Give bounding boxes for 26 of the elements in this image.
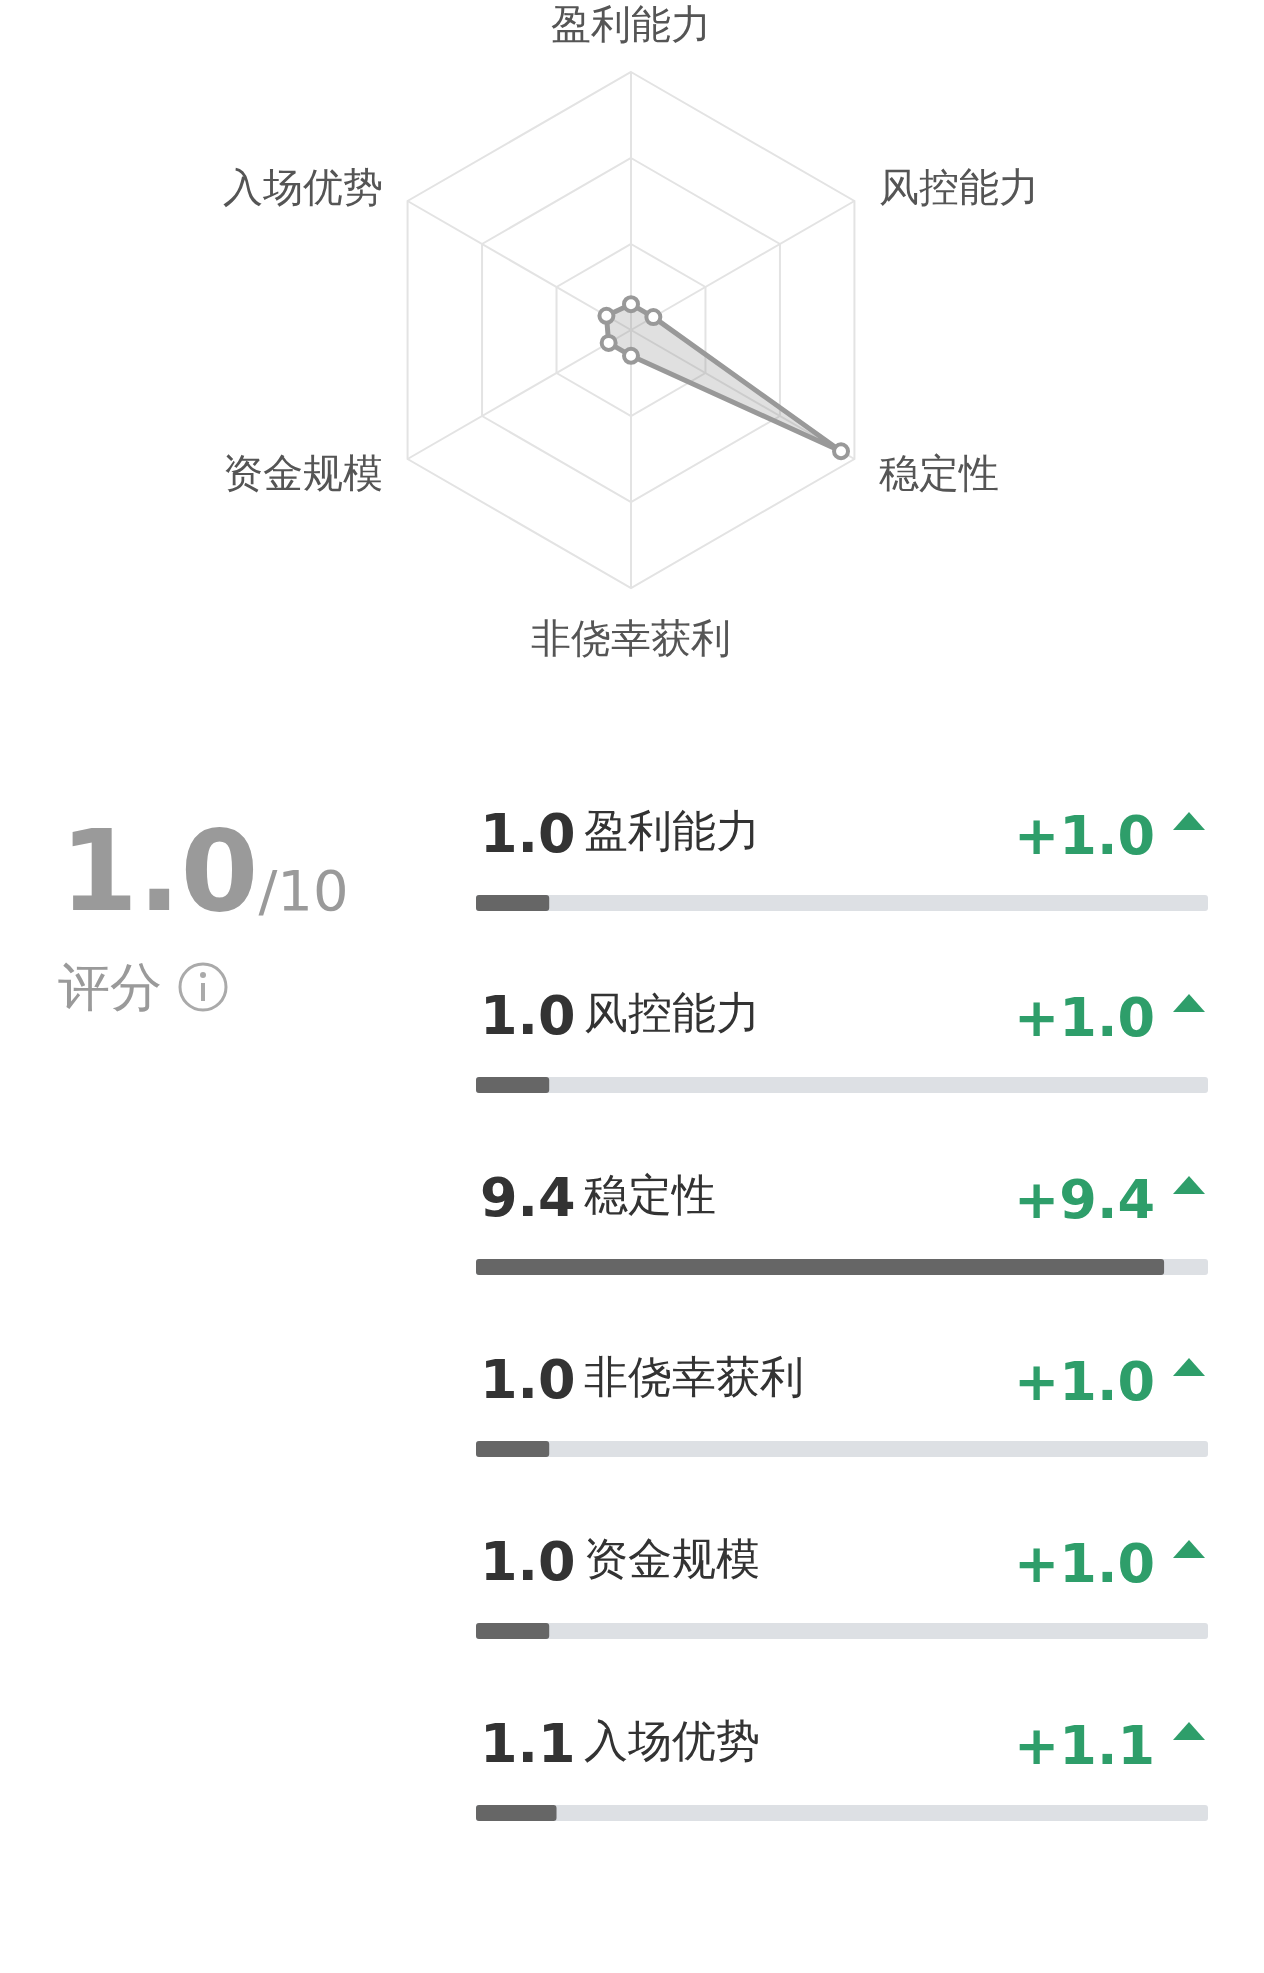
data-label: 1.0 <box>480 1530 576 1593</box>
annotation: +1.0 <box>1014 804 1155 867</box>
text: /10 <box>258 858 349 923</box>
spoke-label: 入场优势 <box>223 164 384 210</box>
annotation: +1.0 <box>1014 986 1155 1049</box>
annotation: +1.0 <box>1014 1532 1155 1595</box>
spoke-label: 盈利能力 <box>551 1 711 47</box>
spoke-label: 风控能力 <box>878 164 1039 210</box>
spoke-label: 资金规模 <box>223 450 384 496</box>
data-label: 1.0 <box>480 984 576 1047</box>
data-label: 9.4 <box>480 1166 576 1229</box>
category-label: 入场优势 <box>584 1715 760 1766</box>
category-label: 资金规模 <box>584 1533 760 1584</box>
data-label: 1.1 <box>480 1712 576 1775</box>
category-label: 非侥幸获利 <box>584 1351 804 1402</box>
annotation: +1.1 <box>1014 1714 1155 1777</box>
spoke-label: 稳定性 <box>878 450 999 496</box>
category-label: 稳定性 <box>584 1169 716 1220</box>
data-label: 1.0 <box>480 802 576 865</box>
spoke-label: 非侥幸获利 <box>531 615 731 661</box>
text: 评分 <box>58 957 162 1017</box>
annotation: +1.0 <box>1014 1350 1155 1413</box>
data-label: 1.0 <box>480 1348 576 1411</box>
category-label: 盈利能力 <box>584 805 760 856</box>
annotation: +9.4 <box>1014 1168 1155 1231</box>
category-label: 风控能力 <box>584 987 760 1038</box>
